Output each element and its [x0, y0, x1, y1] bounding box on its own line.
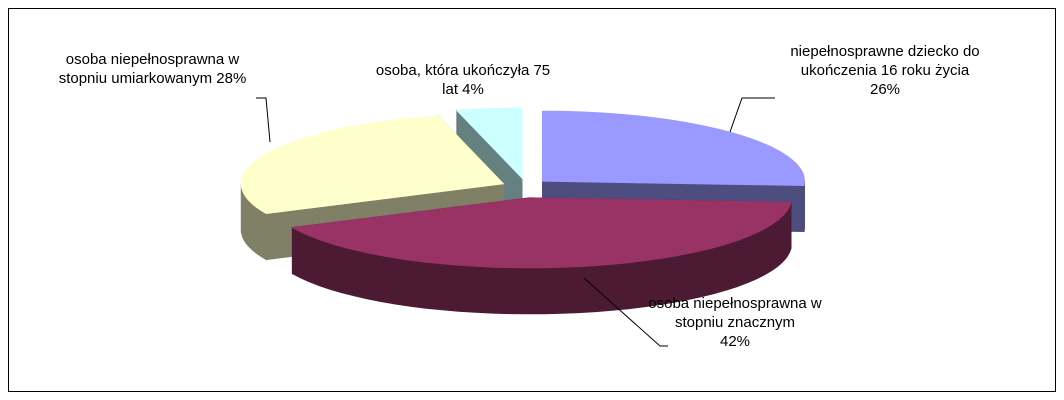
slice-label: osoba niepełnosprawna w stopniu umiarkow…: [58, 51, 247, 87]
slice-label: osoba niepełnosprawna w stopniu znacznym…: [648, 295, 822, 350]
leader-line: [256, 97, 271, 143]
slice: [455, 107, 523, 180]
slice-wall: [803, 181, 805, 232]
slice-label: niepełnosprawne dziecko do ukończenia 16…: [790, 43, 980, 98]
leader-line: [583, 277, 668, 347]
slice-label: osoba, która ukończyła 75 lat 4%: [375, 62, 551, 98]
chart-frame: [8, 8, 1056, 392]
slice: [541, 110, 805, 187]
leader-line: [729, 97, 775, 133]
slice: [290, 197, 792, 269]
slice: [240, 115, 505, 215]
